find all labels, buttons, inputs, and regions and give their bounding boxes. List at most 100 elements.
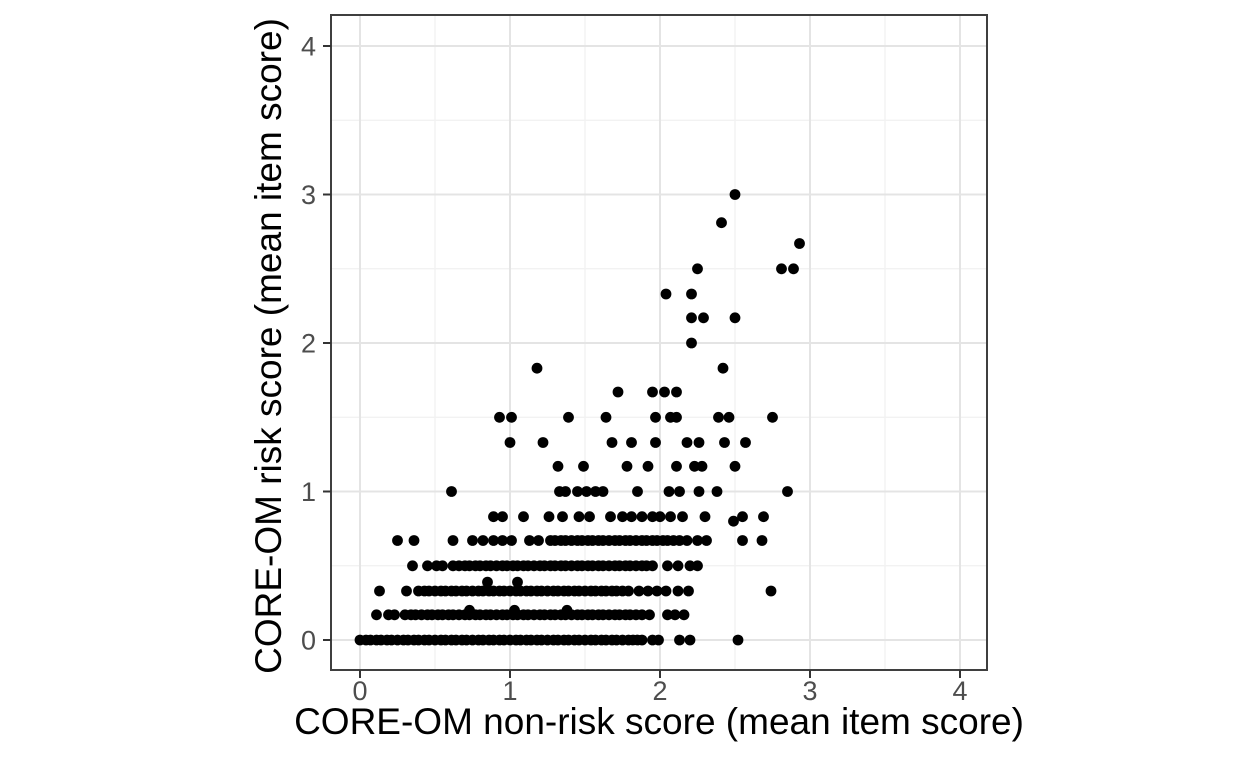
data-point [788, 263, 799, 275]
data-point [401, 585, 412, 597]
x-tick-label: 1 [502, 676, 517, 706]
data-point [488, 511, 499, 523]
data-point [552, 460, 564, 472]
data-point [662, 560, 673, 572]
data-point [650, 411, 661, 423]
data-point [684, 560, 696, 572]
data-point [677, 511, 688, 523]
data-point [696, 460, 708, 472]
data-point [612, 386, 624, 398]
data-point [584, 511, 595, 523]
data-point [560, 486, 571, 497]
data-point [686, 288, 697, 300]
data-point [533, 535, 544, 546]
data-point [482, 576, 493, 588]
data-point [494, 411, 505, 423]
y-tick-labels: 0 1 2 3 4 [301, 32, 316, 656]
data-point [488, 535, 499, 546]
y-tick-label: 2 [301, 329, 316, 359]
data-point [698, 312, 709, 324]
data-point [728, 515, 739, 527]
data-point [794, 238, 805, 249]
x-tick-labels: 0 1 2 3 4 [352, 676, 967, 706]
data-point [506, 535, 517, 546]
data-point [654, 511, 666, 523]
data-point [672, 585, 684, 597]
data-point [531, 362, 543, 374]
data-point [692, 263, 703, 275]
x-tick-label: 3 [802, 676, 817, 706]
data-point [561, 604, 573, 616]
data-point [647, 511, 658, 523]
data-point [672, 560, 684, 572]
y-tick-label: 3 [301, 180, 316, 210]
data-point [374, 585, 385, 597]
data-point [663, 486, 675, 497]
data-point [723, 411, 735, 423]
data-point [674, 535, 685, 546]
data-point [590, 486, 601, 497]
data-point [684, 634, 696, 646]
data-point [407, 560, 418, 572]
data-point [647, 560, 658, 572]
data-point [660, 288, 672, 300]
data-point [758, 511, 769, 523]
data-point [506, 411, 517, 423]
data-point [653, 634, 664, 646]
data-point [711, 486, 723, 497]
y-axis-title: CORE-OM risk score (mean item score) [248, 18, 289, 674]
data-point [693, 486, 705, 497]
data-point [776, 263, 787, 275]
data-point [497, 535, 508, 546]
data-point [729, 460, 741, 472]
data-point [692, 560, 703, 572]
data-point [717, 362, 729, 374]
x-tick-label: 2 [652, 676, 667, 706]
data-point [623, 585, 634, 597]
data-point [636, 634, 648, 646]
x-tick-label: 0 [352, 676, 367, 706]
axis-tick-marks [323, 45, 961, 678]
data-point [621, 460, 633, 472]
data-point [756, 535, 768, 546]
data-point [693, 437, 705, 448]
data-point [633, 585, 645, 597]
data-point [692, 535, 703, 546]
data-point [632, 486, 643, 497]
data-point [408, 535, 420, 546]
data-point [689, 460, 700, 472]
data-point [572, 486, 583, 497]
data-point [671, 386, 682, 398]
data-point [504, 437, 516, 448]
data-point [678, 609, 690, 621]
data-point [686, 312, 697, 324]
data-point [543, 511, 555, 523]
data-point [671, 460, 682, 472]
data-point [422, 560, 433, 572]
data-point [392, 535, 403, 546]
data-point [636, 511, 648, 523]
data-point [467, 535, 478, 546]
y-tick-label: 0 [301, 626, 316, 656]
data-point [765, 585, 777, 597]
data-point [537, 437, 549, 448]
data-point [512, 576, 523, 588]
data-point [447, 535, 459, 546]
data-point [767, 411, 778, 423]
data-point [662, 609, 673, 621]
y-tick-label: 1 [301, 477, 316, 507]
data-point [626, 511, 637, 523]
data-point [497, 511, 508, 523]
data-point [669, 609, 681, 621]
data-point [605, 511, 616, 523]
data-points [354, 189, 805, 646]
data-point [701, 535, 712, 546]
data-point [665, 511, 676, 523]
data-point [737, 511, 748, 523]
y-tick-label: 4 [301, 32, 316, 62]
data-point [647, 386, 658, 398]
data-point [737, 535, 748, 546]
data-point [617, 511, 628, 523]
data-point [732, 634, 744, 646]
data-point [578, 460, 589, 472]
